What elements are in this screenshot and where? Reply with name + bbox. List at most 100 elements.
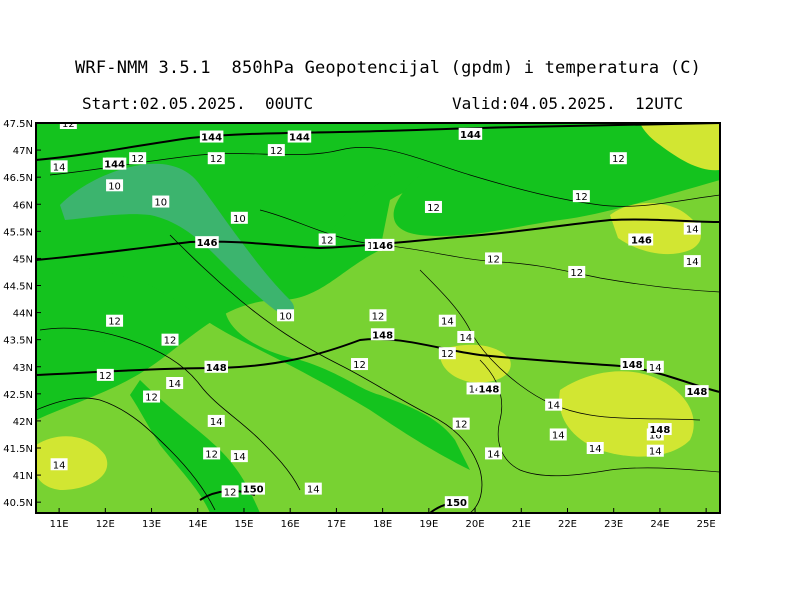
temperature-labels: 12 14 12 12 10 10 12 12 10 12 12 12 12 12 12 12 14 14 14 12… bbox=[50, 119, 701, 498]
temperature-zone-16-mid bbox=[439, 344, 511, 383]
temperature-label: 14 bbox=[53, 460, 66, 471]
geopotential-label: 146 bbox=[197, 238, 218, 249]
lon-tick-label: 22E bbox=[558, 519, 577, 530]
geopotential-label-box bbox=[458, 127, 483, 140]
lat-tick-label: 44.5N bbox=[3, 282, 33, 293]
temperature-label: 14 bbox=[686, 257, 699, 268]
geopotential-label-box bbox=[648, 423, 672, 436]
start-time: Start:02.05.2025. 00UTC bbox=[82, 94, 314, 113]
lat-tick-label: 46.5N bbox=[3, 173, 33, 184]
geopotential-label-box bbox=[199, 130, 224, 143]
temperature-zone-16-west bbox=[36, 436, 108, 490]
geopotential-label: 148 bbox=[372, 330, 393, 341]
temperature-label: 12 bbox=[99, 371, 112, 382]
lat-tick-label: 43.5N bbox=[3, 336, 33, 347]
geopotential-label: 150 bbox=[243, 485, 264, 496]
temperature-label-box bbox=[646, 444, 664, 457]
temperature-label: 14 bbox=[547, 401, 560, 412]
temperature-label-box bbox=[683, 255, 701, 268]
geopotential-label-box bbox=[204, 360, 228, 373]
lat-tick-label: 47N bbox=[13, 146, 33, 157]
temperature-label: 14 bbox=[233, 452, 246, 463]
temperature-label: 12 bbox=[427, 203, 440, 214]
temperature-label: 14 bbox=[487, 449, 500, 460]
temperature-label-box bbox=[230, 450, 248, 463]
temperature-label-box bbox=[207, 414, 225, 427]
temperature-label: 14 bbox=[649, 447, 662, 458]
temperature-label-box bbox=[161, 333, 179, 346]
lat-tick-label: 43N bbox=[13, 363, 33, 374]
lat-tick-label: 47.5N bbox=[3, 119, 33, 130]
temperature-label-box bbox=[50, 458, 68, 471]
geopotential-label: 148 bbox=[622, 360, 643, 371]
temperature-label-box bbox=[230, 211, 248, 224]
temperature-label: 12 bbox=[570, 268, 583, 279]
border-line-north bbox=[49, 146, 720, 207]
temperature-label-box bbox=[485, 447, 503, 460]
temperature-label: 12 bbox=[353, 360, 366, 371]
temperature-label-box bbox=[203, 447, 221, 460]
lat-tick-label: 40.5N bbox=[3, 498, 33, 509]
lon-tick-label: 13E bbox=[142, 519, 161, 530]
lat-tick-label: 46N bbox=[13, 200, 33, 211]
temperature-label: 12 bbox=[131, 154, 144, 165]
temperature-label: 12 bbox=[145, 393, 158, 404]
geopotential-label-box bbox=[620, 358, 644, 371]
lat-tick-label: 42N bbox=[13, 417, 33, 428]
lon-tick-label: 19E bbox=[419, 519, 438, 530]
geopotential-label: 148 bbox=[478, 384, 499, 395]
temperature-label: 12 bbox=[108, 317, 121, 328]
temperature-label-box bbox=[318, 233, 336, 246]
geopotential-label: 146 bbox=[372, 241, 393, 252]
lat-tick-label: 42.5N bbox=[3, 390, 33, 401]
geopotential-label: 148 bbox=[686, 387, 707, 398]
temperature-label: 12 bbox=[224, 487, 237, 498]
lon-tick-label: 24E bbox=[650, 519, 669, 530]
temperature-label: 12 bbox=[441, 349, 454, 360]
temperature-label-box bbox=[424, 200, 442, 213]
temperature-label-box bbox=[683, 222, 701, 235]
temperature-label-box bbox=[143, 390, 161, 403]
border-line-south bbox=[479, 359, 720, 477]
isoline-144 bbox=[36, 123, 720, 161]
lon-tick-label: 14E bbox=[188, 519, 207, 530]
temperature-label: 14 bbox=[53, 162, 66, 173]
temperature-zone-16-north bbox=[640, 123, 720, 171]
lon-tick-label: 25E bbox=[697, 519, 716, 530]
geopotential-label: 148 bbox=[206, 363, 227, 374]
temperature-label-box bbox=[59, 123, 77, 129]
geopotential-label-box bbox=[629, 233, 654, 246]
temperature-label-box bbox=[304, 482, 322, 495]
temperature-label: 10 bbox=[154, 198, 167, 209]
map-title: WRF-NMM 3.5.1 850hPa Geopotencijal (gpdm… bbox=[75, 58, 702, 78]
temperature-zone-12-west bbox=[36, 325, 114, 382]
temperature-label: 12 bbox=[321, 235, 334, 246]
temperature-label: 10 bbox=[279, 311, 292, 322]
map-area: 12 14 12 12 10 10 12 12 10 12 12 12 12 12 12 12 14 14 14 12… bbox=[36, 119, 720, 513]
lon-tick-label: 11E bbox=[50, 519, 69, 530]
temperature-label: 12 bbox=[455, 420, 468, 431]
temperature-label-box bbox=[452, 417, 470, 430]
temperature-label: 14 bbox=[459, 333, 472, 344]
temperature-label: 12 bbox=[372, 311, 385, 322]
lat-tick-label: 41.5N bbox=[3, 444, 33, 455]
latitude-axis: 47.5N 47N 46.5N 46N 45.5N 45N 44.5N 44N 43.5N 43N… bbox=[3, 119, 41, 509]
map-frame bbox=[35, 122, 721, 514]
temperature-label: 12 bbox=[62, 119, 75, 130]
geopotential-label-box bbox=[241, 482, 265, 495]
temperature-label-box bbox=[572, 190, 590, 203]
temperature-label-box bbox=[221, 485, 239, 498]
temperature-label-box bbox=[568, 265, 586, 278]
temperature-label: 14 bbox=[469, 384, 482, 395]
geopotential-label: 144 bbox=[460, 130, 481, 141]
temperature-label-box bbox=[50, 160, 68, 173]
geopotential-label-box bbox=[102, 157, 127, 170]
temperature-label-box bbox=[545, 398, 563, 411]
geopotential-label: 144 bbox=[104, 160, 125, 171]
temperature-label: 10 bbox=[233, 214, 246, 225]
temperature-label-box bbox=[351, 358, 369, 371]
longitude-axis: 11E 12E 13E 14E 15E 16E 17E 18E 19E 20E 21E 22E 23E 2… bbox=[50, 508, 716, 530]
geopotential-label: 150 bbox=[446, 498, 467, 509]
lon-tick-label: 17E bbox=[327, 519, 346, 530]
